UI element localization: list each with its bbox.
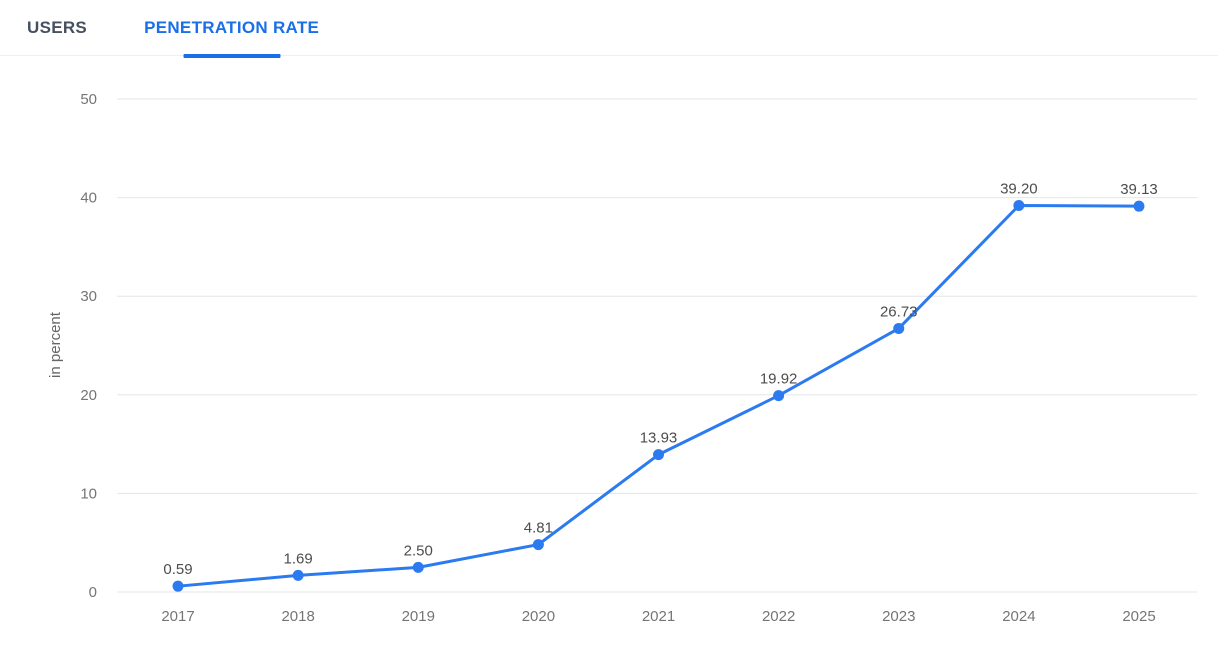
- data-point-label: 26.73: [880, 303, 918, 320]
- y-tick-label: 20: [80, 387, 97, 404]
- tab-bar: USERS PENETRATION RATE: [0, 0, 1218, 58]
- x-tick-label: 2018: [281, 608, 314, 625]
- chart-area: 0 10 20 30 40 50 in percent 2017 2018 2019 2020 202…: [0, 56, 1218, 655]
- data-point-label: 2.50: [404, 542, 433, 559]
- tab-users[interactable]: USERS: [27, 0, 87, 56]
- data-point[interactable]: [773, 390, 785, 402]
- data-point[interactable]: [1013, 199, 1025, 211]
- y-tick-label: 0: [89, 584, 97, 601]
- tab-penetration-rate[interactable]: PENETRATION RATE: [144, 0, 320, 58]
- x-tick-label: 2019: [402, 608, 435, 625]
- trend-line[interactable]: [176, 203, 1141, 588]
- x-tick-label: 2023: [882, 608, 915, 625]
- data-point[interactable]: [292, 569, 304, 581]
- data-point-label: 19.92: [760, 371, 798, 388]
- x-tick-label: 2024: [1002, 608, 1035, 625]
- x-tick-label: 2020: [522, 608, 555, 625]
- tab-users-label: USERS: [27, 17, 88, 37]
- data-point-label: 39.13: [1120, 181, 1158, 198]
- y-tick-label: 40: [80, 190, 97, 207]
- y-tick-label: 10: [80, 485, 97, 502]
- data-point-label: 13.93: [640, 430, 678, 447]
- tab-penetration-rate-label: PENETRATION RATE: [144, 17, 320, 37]
- x-tick-label: 2022: [762, 608, 795, 625]
- data-point[interactable]: [532, 539, 544, 551]
- data-point[interactable]: [653, 449, 664, 461]
- x-tick-label: 2017: [161, 608, 194, 625]
- data-point[interactable]: [412, 561, 424, 573]
- data-point[interactable]: [893, 322, 905, 334]
- data-point-label: 0.59: [163, 561, 192, 578]
- y-axis-title: in percent: [47, 311, 64, 378]
- data-point[interactable]: [1133, 200, 1145, 212]
- data-point-label: 39.20: [1000, 180, 1038, 197]
- data-point-label: 1.69: [284, 550, 313, 567]
- line-chart: 0 10 20 30 40 50 in percent 2017 2018 2019 2020 202…: [47, 91, 1197, 625]
- data-point[interactable]: [172, 580, 184, 592]
- active-tab-indicator: [183, 53, 281, 58]
- x-tick-label: 2025: [1122, 608, 1155, 625]
- data-point-label: 4.81: [524, 520, 553, 537]
- y-tick-label: 50: [80, 91, 97, 108]
- x-tick-label: 2021: [642, 608, 675, 625]
- y-tick-label: 30: [80, 288, 97, 305]
